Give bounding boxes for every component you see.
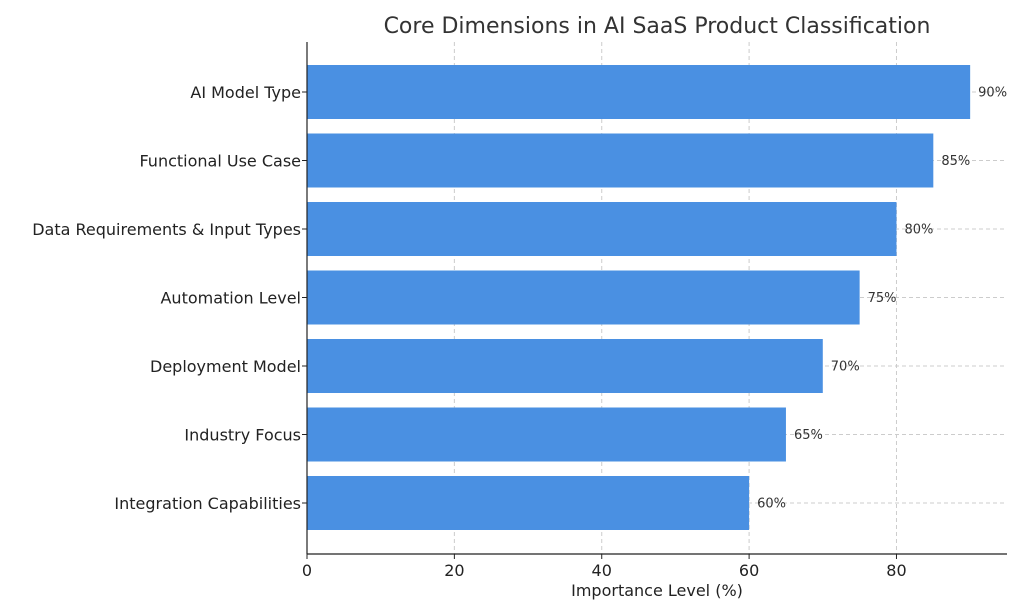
category-label: Automation Level bbox=[160, 289, 301, 308]
bar bbox=[307, 476, 750, 530]
bar-value-label: 65% bbox=[794, 428, 823, 443]
category-label: Industry Focus bbox=[184, 426, 301, 445]
data-labels: 90% 85% 80% 75% 70% 65% 60% bbox=[757, 86, 1007, 512]
bar-value-label: 60% bbox=[757, 497, 786, 512]
chart-title: Core Dimensions in AI SaaS Product Class… bbox=[384, 14, 931, 39]
x-tick-label: 0 bbox=[302, 561, 312, 580]
bar bbox=[307, 407, 786, 462]
bar bbox=[307, 339, 823, 393]
bar bbox=[307, 133, 934, 188]
bar bbox=[307, 270, 860, 325]
x-tick-label: 60 bbox=[739, 561, 759, 580]
category-label: Functional Use Case bbox=[139, 152, 301, 171]
bar bbox=[307, 65, 971, 119]
category-label: AI Model Type bbox=[190, 83, 301, 102]
bar-value-label: 85% bbox=[941, 154, 970, 169]
bar bbox=[307, 202, 897, 256]
category-label: Data Requirements & Input Types bbox=[32, 220, 301, 239]
bars bbox=[307, 65, 971, 530]
category-label: Integration Capabilities bbox=[114, 494, 301, 513]
x-axis-label: Importance Level (%) bbox=[571, 581, 743, 600]
x-tick-labels: 0 20 40 60 80 bbox=[302, 554, 907, 580]
x-tick-label: 40 bbox=[592, 561, 612, 580]
bar-value-label: 90% bbox=[978, 86, 1007, 101]
x-tick-label: 80 bbox=[886, 561, 906, 580]
x-tick-label: 20 bbox=[444, 561, 464, 580]
category-labels: AI Model Type Functional Use Case Data Req… bbox=[32, 83, 307, 513]
category-label: Deployment Model bbox=[150, 357, 301, 376]
bar-value-label: 80% bbox=[904, 223, 933, 238]
bar-value-label: 70% bbox=[831, 360, 860, 375]
bar-value-label: 75% bbox=[868, 291, 897, 306]
